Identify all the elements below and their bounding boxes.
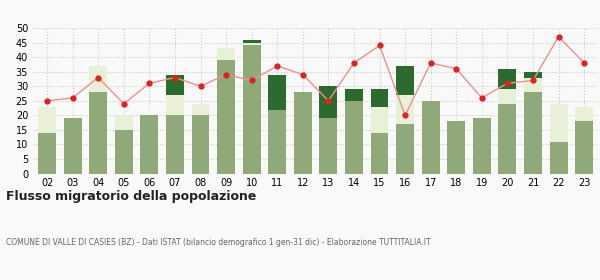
Bar [89,92,107,174]
Bar [396,95,414,124]
Bar [294,92,312,174]
Bar [345,101,363,174]
Bar [550,142,568,174]
Bar [396,66,414,95]
Bar [396,124,414,174]
Bar [371,89,388,107]
Text: COMUNE DI VALLE DI CASIES (BZ) - Dati ISTAT (bilancio demografico 1 gen-31 dic) : COMUNE DI VALLE DI CASIES (BZ) - Dati IS… [6,238,431,247]
Bar [499,69,517,89]
Bar [422,101,440,174]
Bar [38,133,56,174]
Bar [217,48,235,60]
Bar [217,60,235,174]
Bar [499,89,517,104]
Bar [166,74,184,95]
Bar [243,40,260,43]
Bar [575,107,593,121]
Bar [499,104,517,174]
Bar [524,92,542,174]
Bar [319,118,337,174]
Bar [371,133,388,174]
Bar [191,115,209,174]
Bar [166,95,184,115]
Text: Flusso migratorio della popolazione: Flusso migratorio della popolazione [6,190,256,203]
Bar [524,72,542,78]
Bar [448,121,465,174]
Bar [243,45,260,174]
Bar [89,66,107,92]
Bar [268,109,286,174]
Bar [140,115,158,174]
Bar [345,89,363,101]
Bar [473,118,491,174]
Bar [115,130,133,174]
Bar [243,43,260,45]
Bar [115,115,133,130]
Bar [524,78,542,92]
Bar [319,86,337,118]
Bar [550,104,568,142]
Bar [575,121,593,174]
Bar [191,104,209,115]
Bar [166,115,184,174]
Bar [268,74,286,109]
Bar [64,118,82,174]
Bar [371,107,388,133]
Bar [38,107,56,133]
